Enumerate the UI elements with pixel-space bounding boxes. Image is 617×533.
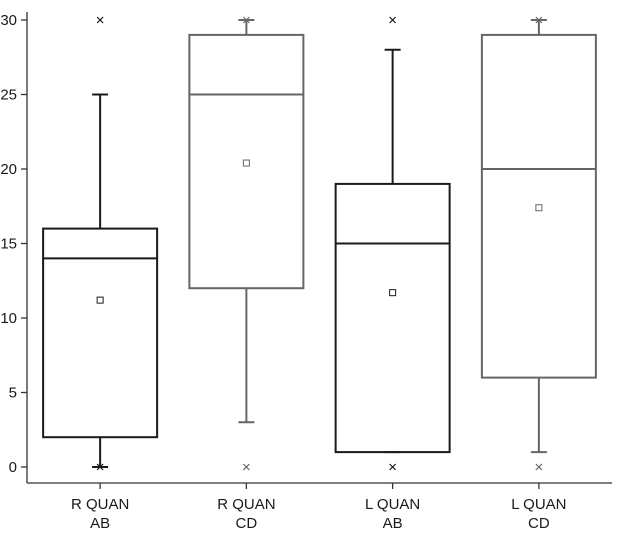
box-3 — [480, 16, 597, 471]
box-1 — [188, 16, 305, 471]
outlier-0-0 — [96, 463, 104, 471]
y-tick-label-30: 30 — [0, 12, 17, 29]
outlier-3-1 — [535, 16, 543, 24]
category-label-2-line2: AB — [383, 515, 403, 532]
outlier-stroke-b — [242, 16, 250, 24]
y-axis-ticks: 0 5 10 15 20 25 30 — [0, 12, 27, 476]
y-tick-label-10: 10 — [0, 310, 17, 327]
axes — [26, 12, 612, 484]
y-tick-label-0: 0 — [9, 459, 17, 476]
y-tick-label-5: 5 — [9, 385, 17, 402]
category-label-3-line2: CD — [528, 515, 550, 532]
category-label-0-line2: AB — [90, 515, 110, 532]
outlier-stroke-b — [242, 463, 250, 471]
category-label-1-line2: CD — [236, 515, 258, 532]
outlier-stroke-b — [389, 16, 397, 24]
outlier-2-0 — [389, 463, 397, 471]
box-plots — [42, 16, 597, 471]
x-axis-labels: R QUAN AB R QUAN CD L QUAN AB L QUAN CD — [71, 483, 567, 532]
box-rect-0 — [42, 227, 159, 439]
mean-marker-1 — [242, 159, 250, 167]
outlier-1-0 — [242, 463, 250, 471]
category-label-1-line1: R QUAN — [217, 496, 275, 513]
box-2 — [334, 16, 451, 471]
outlier-stroke-b — [535, 16, 543, 24]
category-label-2-line1: L QUAN — [365, 496, 420, 513]
box-rect-2 — [334, 182, 451, 454]
y-tick-label-25: 25 — [0, 87, 17, 104]
outlier-3-0 — [535, 463, 543, 471]
mean-marker-2 — [389, 289, 397, 297]
category-label-0-line1: R QUAN — [71, 496, 129, 513]
outlier-stroke-b — [96, 16, 104, 24]
outlier-2-1 — [389, 16, 397, 24]
outlier-stroke-b — [535, 463, 543, 471]
outlier-1-1 — [242, 16, 250, 24]
y-tick-label-15: 15 — [0, 236, 17, 253]
box-rect-3 — [480, 33, 597, 379]
mean-marker-3 — [535, 204, 543, 212]
category-label-3-line1: L QUAN — [511, 496, 566, 513]
mean-marker-0 — [96, 296, 104, 304]
outlier-stroke-b — [389, 463, 397, 471]
box-0 — [42, 16, 159, 471]
y-tick-label-20: 20 — [0, 161, 17, 178]
outlier-0-1 — [96, 16, 104, 24]
outlier-stroke-b — [96, 463, 104, 471]
box-rect-1 — [188, 33, 305, 290]
